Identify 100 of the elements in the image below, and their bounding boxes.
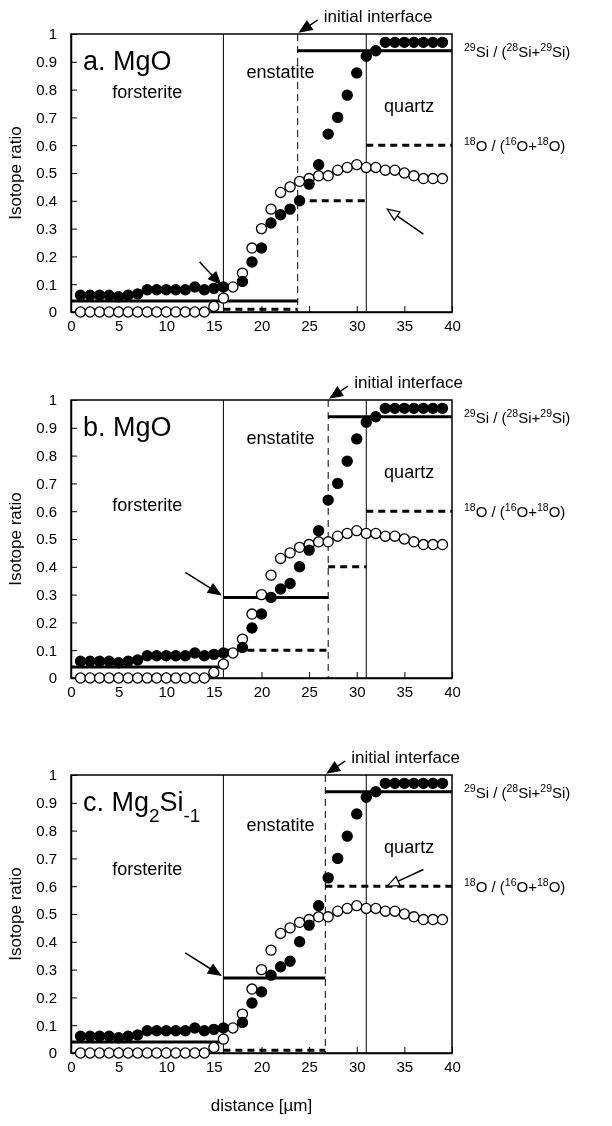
y-tick-label: 1	[48, 25, 57, 43]
x-tick-label: 35	[396, 1057, 414, 1075]
point	[227, 281, 239, 293]
point	[293, 175, 306, 188]
point	[379, 530, 392, 542]
x-tick-label: 30	[348, 1057, 366, 1075]
point	[293, 936, 306, 948]
point	[351, 899, 363, 912]
annotation: initial interface	[323, 7, 433, 26]
y-tick-label: 0.7	[36, 108, 57, 126]
point	[141, 650, 153, 662]
y-tick-label: 0.6	[36, 502, 57, 520]
point	[236, 641, 249, 654]
point	[408, 536, 420, 548]
point	[274, 186, 287, 199]
x-axis-title: distance [µm]	[210, 1096, 313, 1115]
point	[436, 402, 449, 415]
point	[151, 1047, 163, 1059]
annotation: initial interface	[351, 748, 460, 767]
y-tick-label: 0	[48, 1044, 57, 1062]
point	[389, 530, 401, 542]
y-axis-title: Isotope ratio	[6, 867, 25, 961]
point	[265, 203, 277, 215]
point	[332, 477, 344, 490]
point	[341, 161, 353, 174]
point	[255, 986, 268, 998]
y-tick-label: 0	[48, 669, 57, 687]
point	[189, 281, 201, 293]
point	[131, 672, 144, 684]
x-tick-label: 15	[206, 1057, 223, 1075]
point	[332, 905, 344, 917]
point	[265, 591, 277, 604]
y-tick-label: 0.1	[36, 275, 57, 293]
point	[370, 902, 382, 915]
point	[179, 1047, 191, 1059]
point	[332, 164, 344, 176]
point	[265, 969, 277, 981]
point	[417, 402, 430, 415]
point	[74, 306, 87, 318]
point	[151, 672, 163, 684]
point	[217, 1033, 230, 1045]
point	[160, 284, 172, 296]
point	[141, 1025, 153, 1037]
point	[398, 908, 411, 920]
point	[284, 547, 296, 559]
point	[322, 872, 334, 884]
point	[322, 536, 334, 548]
x-tick-label: 5	[114, 682, 124, 700]
annotation: enstatite	[246, 428, 315, 449]
point	[427, 913, 439, 926]
point	[341, 830, 353, 842]
y-tick-label: 0.4	[36, 192, 57, 210]
point	[408, 402, 420, 415]
y-tick-label: 0.2	[36, 247, 57, 265]
x-tick-label: 40	[444, 682, 461, 700]
point	[265, 217, 277, 229]
point	[436, 36, 449, 49]
point	[112, 1047, 125, 1059]
point	[103, 672, 115, 684]
point	[332, 111, 344, 124]
point	[141, 284, 153, 296]
point	[341, 455, 353, 467]
point	[398, 402, 411, 415]
point	[208, 1041, 220, 1054]
point	[312, 158, 325, 171]
point	[322, 170, 334, 182]
point	[370, 161, 382, 174]
point	[322, 494, 334, 506]
point	[179, 284, 191, 296]
y-tick-label: 0.3	[36, 585, 57, 603]
point	[141, 672, 153, 684]
x-tick-label: 35	[396, 316, 414, 334]
y-tick-label: 0.5	[36, 530, 57, 548]
point	[189, 306, 201, 318]
point	[427, 36, 439, 49]
x-tick-label: 10	[158, 682, 176, 700]
x-tick-label: 40	[444, 1057, 461, 1075]
annotation: forsterite	[112, 81, 183, 102]
point	[332, 530, 344, 542]
point	[274, 927, 287, 940]
point	[322, 911, 334, 923]
point	[217, 658, 230, 670]
point	[284, 922, 296, 934]
point	[284, 203, 296, 215]
y-tick-label: 0.2	[36, 613, 57, 631]
point	[255, 588, 268, 601]
point	[398, 36, 411, 49]
point	[246, 622, 258, 634]
point	[360, 902, 372, 915]
point	[274, 209, 287, 221]
point	[189, 672, 201, 684]
point	[370, 44, 382, 57]
point	[284, 577, 296, 590]
point	[170, 672, 182, 684]
series-label: $^{29}$Si / ($^{28}$Si+$^{29}$Si)	[464, 406, 571, 426]
point	[351, 524, 363, 537]
point	[74, 672, 87, 684]
point	[160, 672, 172, 684]
text: c. Mg$_{2}$Si$_{-1}$	[83, 787, 201, 826]
point	[417, 777, 430, 790]
